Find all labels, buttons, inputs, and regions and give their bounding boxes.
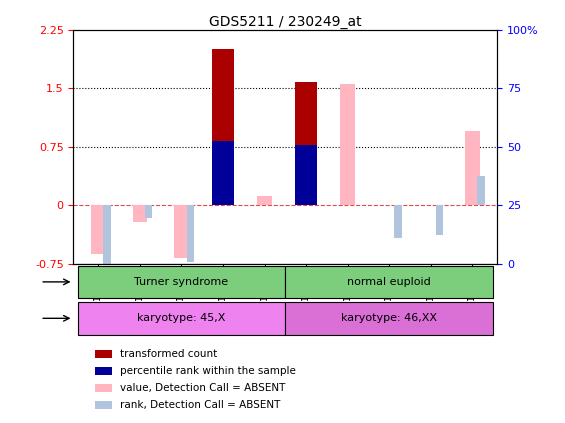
Bar: [145, 205, 153, 218]
Text: normal euploid: normal euploid: [347, 277, 431, 287]
Bar: [257, 196, 272, 205]
Text: percentile rank within the sample: percentile rank within the sample: [120, 366, 296, 376]
Text: karyotype: 46,XX: karyotype: 46,XX: [341, 313, 437, 323]
FancyBboxPatch shape: [285, 302, 493, 335]
FancyBboxPatch shape: [77, 266, 285, 298]
Bar: [465, 131, 480, 205]
Bar: [103, 205, 111, 266]
Text: transformed count: transformed count: [120, 349, 218, 359]
Bar: [295, 145, 317, 205]
Bar: [212, 141, 234, 205]
Text: Turner syndrome: Turner syndrome: [134, 277, 228, 287]
Bar: [95, 401, 112, 409]
Bar: [212, 49, 234, 205]
Bar: [295, 82, 317, 205]
Bar: [394, 205, 402, 238]
Title: GDS5211 / 230249_at: GDS5211 / 230249_at: [209, 14, 362, 29]
FancyBboxPatch shape: [285, 266, 493, 298]
Text: karyotype: 45,X: karyotype: 45,X: [137, 313, 225, 323]
Bar: [340, 84, 355, 205]
Bar: [477, 176, 485, 205]
Bar: [95, 350, 112, 357]
Bar: [95, 367, 112, 375]
Bar: [174, 205, 189, 258]
Text: rank, Detection Call = ABSENT: rank, Detection Call = ABSENT: [120, 400, 280, 410]
FancyBboxPatch shape: [77, 302, 285, 335]
Bar: [436, 205, 443, 235]
Text: value, Detection Call = ABSENT: value, Detection Call = ABSENT: [120, 383, 285, 393]
Bar: [95, 384, 112, 392]
Bar: [91, 205, 106, 253]
Bar: [186, 205, 194, 262]
Bar: [133, 205, 147, 222]
